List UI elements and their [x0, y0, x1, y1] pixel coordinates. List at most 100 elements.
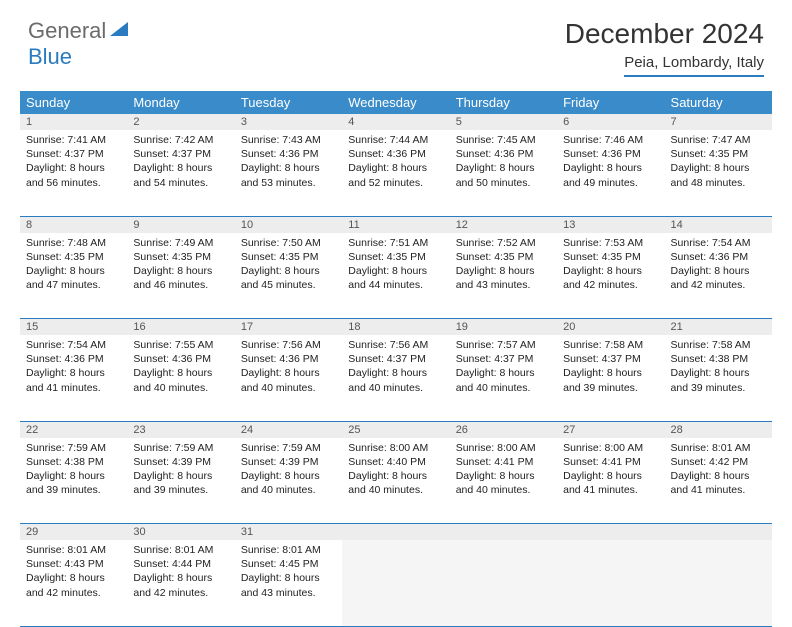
sunrise-line: Sunrise: 7:46 AM — [563, 133, 658, 147]
day-number-cell: 7 — [665, 114, 772, 130]
day-number-cell: 22 — [20, 421, 127, 438]
day-number-cell — [665, 524, 772, 541]
sunrise-line: Sunrise: 7:41 AM — [26, 133, 121, 147]
sunrise-line: Sunrise: 8:01 AM — [241, 543, 336, 557]
day-number-cell: 28 — [665, 421, 772, 438]
day-number-cell: 24 — [235, 421, 342, 438]
day-number-cell: 11 — [342, 216, 449, 233]
day-cell: Sunrise: 7:50 AMSunset: 4:35 PMDaylight:… — [235, 233, 342, 319]
daylight-line: Daylight: 8 hours and 41 minutes. — [563, 469, 658, 497]
sunset-line: Sunset: 4:39 PM — [133, 455, 228, 469]
daylight-line: Daylight: 8 hours and 42 minutes. — [671, 264, 766, 292]
sunset-line: Sunset: 4:35 PM — [671, 147, 766, 161]
daylight-line: Daylight: 8 hours and 40 minutes. — [456, 366, 551, 394]
sunrise-line: Sunrise: 7:49 AM — [133, 236, 228, 250]
daylight-line: Daylight: 8 hours and 43 minutes. — [456, 264, 551, 292]
week-row: Sunrise: 7:41 AMSunset: 4:37 PM Daylight:… — [20, 130, 772, 216]
day-cell: Sunrise: 8:00 AMSunset: 4:41 PMDaylight:… — [450, 438, 557, 524]
day-cell: Sunrise: 8:01 AMSunset: 4:42 PMDaylight:… — [665, 438, 772, 524]
day-cell: Sunrise: 7:44 AMSunset: 4:36 PMDaylight:… — [342, 130, 449, 216]
sunrise-line: Sunrise: 7:54 AM — [26, 338, 121, 352]
sunrise-line: Sunrise: 7:42 AM — [133, 133, 228, 147]
daylight-line: Daylight: 8 hours and 53 minutes. — [241, 161, 336, 189]
day-number-cell: 17 — [235, 319, 342, 336]
sunrise-line: Sunrise: 7:59 AM — [26, 441, 121, 455]
sunrise-line: Sunrise: 7:55 AM — [133, 338, 228, 352]
day-cell: Sunrise: 7:56 AMSunset: 4:37 PMDaylight:… — [342, 335, 449, 421]
day-cell — [665, 540, 772, 626]
daylight-line: Daylight: 8 hours and 46 minutes. — [133, 264, 228, 292]
sunset-line: Sunset: 4:41 PM — [456, 455, 551, 469]
day-cell: Sunrise: 8:00 AMSunset: 4:41 PMDaylight:… — [557, 438, 664, 524]
sunset-line: Sunset: 4:37 PM — [26, 147, 121, 161]
sunset-line: Sunset: 4:37 PM — [348, 352, 443, 366]
daylight-line: Daylight: 8 hours and 43 minutes. — [241, 571, 336, 599]
sunset-line: Sunset: 4:35 PM — [26, 250, 121, 264]
sunrise-line: Sunrise: 8:00 AM — [563, 441, 658, 455]
day-cell: Sunrise: 7:42 AMSunset: 4:37 PMDaylight:… — [127, 130, 234, 216]
day-cell: Sunrise: 7:46 AMSunset: 4:36 PMDaylight:… — [557, 130, 664, 216]
sunrise-line: Sunrise: 8:00 AM — [456, 441, 551, 455]
sunset-line: Sunset: 4:39 PM — [241, 455, 336, 469]
day-cell: Sunrise: 7:45 AMSunset: 4:36 PMDaylight:… — [450, 130, 557, 216]
sunset-line: Sunset: 4:35 PM — [133, 250, 228, 264]
day-cell: Sunrise: 7:54 AMSunset: 4:36 PMDaylight:… — [20, 335, 127, 421]
daylight-line: Daylight: 8 hours and 52 minutes. — [348, 161, 443, 189]
sunrise-line: Sunrise: 7:56 AM — [241, 338, 336, 352]
day-number-cell: 9 — [127, 216, 234, 233]
sunrise-line: Sunrise: 7:58 AM — [671, 338, 766, 352]
day-number-row: 22232425262728 — [20, 421, 772, 438]
day-number-cell: 25 — [342, 421, 449, 438]
daylight-line: Daylight: 8 hours and 42 minutes. — [26, 571, 121, 599]
sunrise-line: Sunrise: 8:01 AM — [133, 543, 228, 557]
sunset-line: Sunset: 4:35 PM — [241, 250, 336, 264]
month-title: December 2024 — [565, 18, 764, 50]
day-header: Thursday — [450, 91, 557, 114]
week-row: Sunrise: 8:01 AMSunset: 4:43 PMDaylight:… — [20, 540, 772, 626]
day-number-cell: 5 — [450, 114, 557, 130]
day-cell — [342, 540, 449, 626]
logo-text-blue: Blue — [28, 44, 72, 69]
daylight-line: Daylight: 8 hours and 39 minutes. — [26, 469, 121, 497]
sunset-line: Sunset: 4:35 PM — [348, 250, 443, 264]
day-cell: Sunrise: 7:54 AMSunset: 4:36 PMDaylight:… — [665, 233, 772, 319]
sunset-line: Sunset: 4:36 PM — [26, 352, 121, 366]
sunset-line: Sunset: 4:42 PM — [671, 455, 766, 469]
daylight-line: Daylight: 8 hours and 47 minutes. — [26, 264, 121, 292]
day-cell — [450, 540, 557, 626]
day-cell — [557, 540, 664, 626]
day-number-cell: 8 — [20, 216, 127, 233]
logo: General Blue — [28, 18, 132, 70]
day-number-cell: 31 — [235, 524, 342, 541]
daylight-line: Daylight: 8 hours and 40 minutes. — [133, 366, 228, 394]
day-number-cell: 6 — [557, 114, 664, 130]
day-header: Wednesday — [342, 91, 449, 114]
day-header: Monday — [127, 91, 234, 114]
day-cell: Sunrise: 7:41 AMSunset: 4:37 PMDaylight:… — [20, 130, 127, 216]
day-number-cell: 18 — [342, 319, 449, 336]
sunrise-line: Sunrise: 7:50 AM — [241, 236, 336, 250]
daylight-line: Daylight: 8 hours and 40 minutes. — [456, 469, 551, 497]
day-cell: Sunrise: 7:59 AMSunset: 4:38 PMDaylight:… — [20, 438, 127, 524]
day-number-cell: 19 — [450, 319, 557, 336]
sunset-line: Sunset: 4:36 PM — [671, 250, 766, 264]
week-row: Sunrise: 7:59 AMSunset: 4:38 PMDaylight:… — [20, 438, 772, 524]
day-number-cell: 29 — [20, 524, 127, 541]
title-block: December 2024 Peia, Lombardy, Italy — [565, 18, 764, 77]
day-cell: Sunrise: 7:56 AMSunset: 4:36 PMDaylight:… — [235, 335, 342, 421]
sunrise-line: Sunrise: 7:57 AM — [456, 338, 551, 352]
day-cell: Sunrise: 8:01 AMSunset: 4:43 PMDaylight:… — [20, 540, 127, 626]
sunrise-line: Sunrise: 7:58 AM — [563, 338, 658, 352]
day-cell: Sunrise: 7:52 AMSunset: 4:35 PMDaylight:… — [450, 233, 557, 319]
sunrise-line: Sunrise: 8:01 AM — [671, 441, 766, 455]
sunrise-line: Sunrise: 7:47 AM — [671, 133, 766, 147]
day-number-row: 293031 — [20, 524, 772, 541]
day-number-cell: 26 — [450, 421, 557, 438]
week-row: Sunrise: 7:54 AMSunset: 4:36 PMDaylight:… — [20, 335, 772, 421]
sunset-line: Sunset: 4:37 PM — [456, 352, 551, 366]
day-number-cell: 15 — [20, 319, 127, 336]
sunset-line: Sunset: 4:40 PM — [348, 455, 443, 469]
sunset-line: Sunset: 4:36 PM — [133, 352, 228, 366]
sunrise-line: Sunrise: 7:59 AM — [133, 441, 228, 455]
day-cell: Sunrise: 7:57 AMSunset: 4:37 PMDaylight:… — [450, 335, 557, 421]
